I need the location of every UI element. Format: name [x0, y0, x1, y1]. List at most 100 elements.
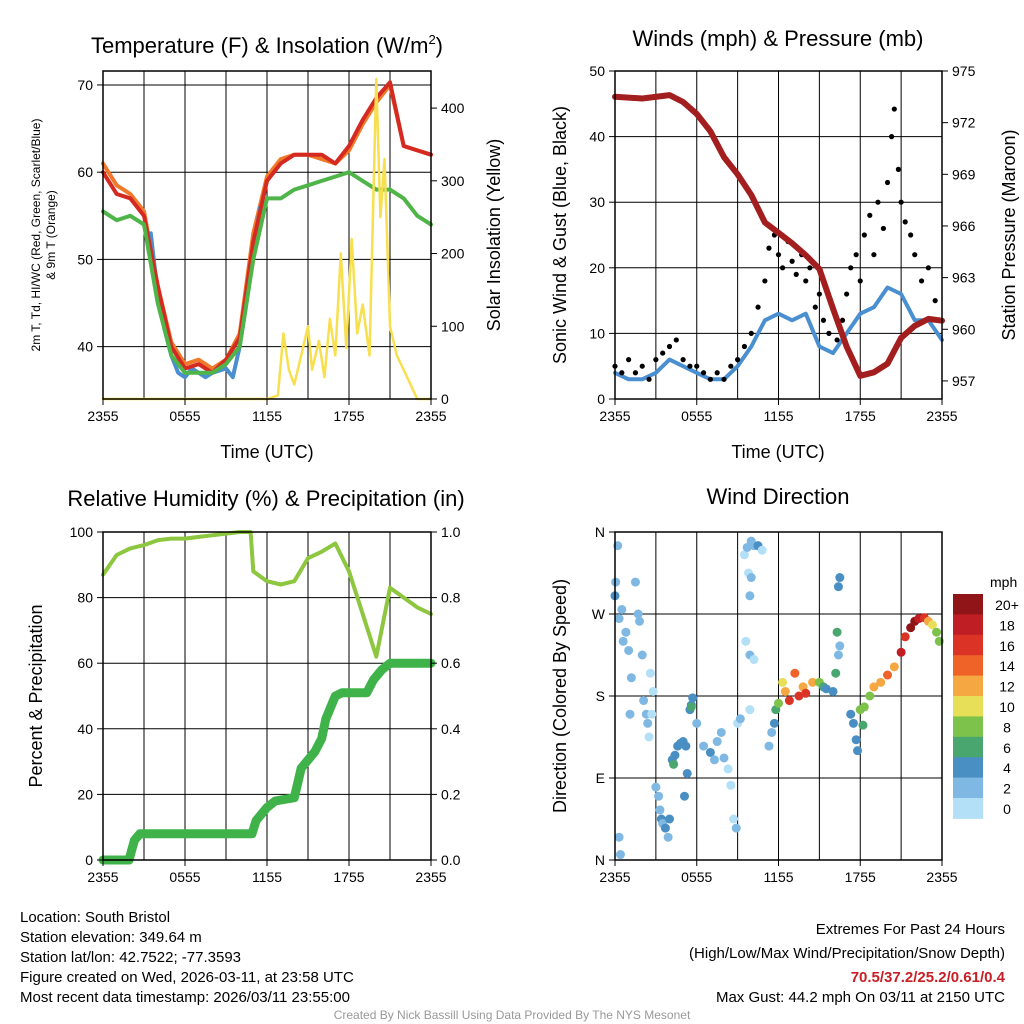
- legend-swatch: [953, 798, 983, 819]
- wind-direction-point: [648, 686, 658, 696]
- wind-direction-point: [784, 696, 794, 706]
- wind-direction-point: [726, 780, 736, 790]
- legend-label: 0: [1003, 801, 1011, 817]
- wind-direction-point: [859, 702, 869, 712]
- wind-direction-point: [745, 705, 755, 715]
- legend-swatch: [953, 614, 983, 636]
- wind-direction-point: [682, 768, 692, 778]
- humidity-x-tick-label: 2355: [415, 869, 446, 885]
- humidity-y-tick-label: 100: [70, 524, 94, 540]
- gust-point: [895, 166, 902, 172]
- solar-y-tick-label: 400: [441, 100, 465, 116]
- winds-x-label: Time (UTC): [731, 442, 824, 462]
- wind-direction-point: [835, 573, 845, 583]
- wind-direction-y-tick-label: N: [595, 852, 605, 868]
- precip-y-tick-label: 0.2: [441, 786, 461, 802]
- gust-point: [871, 252, 877, 258]
- wind-direction-point: [639, 696, 649, 706]
- wind-direction-point: [741, 636, 751, 646]
- wind-direction-point: [643, 718, 653, 728]
- wind-direction-point: [900, 632, 910, 642]
- temperature-panel-title: Temperature (F) & Insolation (W/m2): [91, 32, 443, 58]
- wind-direction-point: [669, 759, 679, 769]
- gust-point: [839, 317, 846, 323]
- footer-elevation: Station elevation: 349.64 m: [20, 929, 202, 946]
- temperature-y-tick-label: 70: [77, 77, 93, 93]
- wind-direction-panel-title: Wind Direction: [706, 484, 849, 509]
- max-gust: Max Gust: 44.2 mph On 03/11 at 2150 UTC: [716, 989, 1005, 1006]
- gust-point: [619, 370, 625, 376]
- gust-point: [639, 363, 645, 369]
- wind-y-label: Sonic Wind & Gust (Blue, Black): [550, 106, 570, 364]
- relative-humidity-line: [101, 530, 433, 659]
- wind-direction-point: [705, 747, 715, 757]
- wind-direction-y-label: Direction (Colored By Speed): [550, 579, 570, 813]
- gust-point: [803, 278, 809, 284]
- gust-point: [826, 330, 832, 336]
- gust-point: [848, 265, 854, 271]
- humidity-x-tick-label: 1755: [333, 869, 364, 885]
- legend-swatch: [953, 696, 983, 717]
- gust-point: [812, 304, 818, 310]
- legend-title: mph: [990, 574, 1017, 590]
- legend-swatch: [953, 757, 983, 779]
- legend-label: 8: [1003, 719, 1011, 735]
- wind-direction-point: [635, 616, 645, 626]
- pressure-y-label: Station Pressure (Maroon): [999, 129, 1019, 340]
- gust-point: [666, 343, 673, 350]
- wind-direction-point: [876, 677, 886, 687]
- precip-y-tick-label: 0.4: [441, 721, 461, 737]
- temperature-y-tick-label: 50: [77, 251, 93, 267]
- pressure-y-tick-label: 966: [952, 218, 976, 234]
- wind-direction-point: [621, 627, 631, 637]
- gust-point: [707, 376, 713, 382]
- wind-direction-point: [846, 709, 856, 719]
- gust-point: [861, 232, 867, 238]
- wind-direction-point: [883, 670, 892, 680]
- legend-label: 20+: [995, 597, 1019, 613]
- wind-y-tick-label: 20: [589, 260, 605, 276]
- temperature-x-label: Time (UTC): [220, 442, 313, 462]
- wind-y-tick-label: 0: [597, 391, 605, 407]
- wind-direction-point: [794, 691, 804, 701]
- solar-y-tick-label: 0: [441, 391, 449, 407]
- pressure-y-tick-label: 969: [952, 166, 976, 182]
- credit-line: Created By Nick Bassill Using Data Provi…: [334, 1008, 691, 1022]
- wind-direction-point: [645, 668, 655, 678]
- humidity-x-tick-label: 2355: [87, 869, 118, 885]
- pressure-y-tick-label: 972: [952, 115, 976, 131]
- sonic-wind-line: [613, 285, 944, 382]
- extremes-title: Extremes For Past 24 Hours: [816, 921, 1005, 938]
- footer-created: Figure created on Wed, 2026-03-11, at 23…: [20, 969, 354, 986]
- wind-direction-point: [625, 709, 635, 719]
- legend-label: 10: [999, 699, 1015, 715]
- gust-point: [807, 265, 813, 271]
- legend-swatch: [953, 777, 983, 799]
- gust-point: [853, 252, 859, 258]
- wind-direction-point: [835, 641, 845, 651]
- wind-direction-point: [618, 636, 628, 646]
- gust-point: [844, 291, 850, 297]
- wind-direction-point: [780, 686, 790, 696]
- legend-label: 2: [1003, 781, 1011, 797]
- legend-swatch: [953, 675, 983, 697]
- wind-direction-point: [651, 782, 661, 792]
- legend-swatch: [953, 716, 983, 738]
- wind-direction-x-tick-label: 0555: [681, 869, 712, 885]
- station-pressure-line: [612, 92, 945, 379]
- wind-direction-point: [731, 823, 741, 833]
- solar-y-tick-label: 300: [441, 173, 465, 189]
- gust-point: [912, 252, 918, 258]
- solar-y-label: Solar Insolation (Yellow): [484, 139, 504, 331]
- temperature-y-tick-label: 60: [77, 164, 93, 180]
- gust-point: [902, 219, 908, 225]
- extremes-legend: (High/Low/Max Wind/Precipitation/Snow De…: [689, 945, 1005, 962]
- solar-y-tick-label: 100: [441, 318, 465, 334]
- precip-y-tick-label: 0.6: [441, 655, 461, 671]
- humidity-panel-title: Relative Humidity (%) & Precipitation (i…: [67, 486, 464, 511]
- wind-direction-point: [932, 627, 942, 637]
- humidity-y-tick-label: 40: [77, 721, 93, 737]
- wind-direction-point: [769, 718, 779, 728]
- wind-direction-point: [614, 832, 624, 842]
